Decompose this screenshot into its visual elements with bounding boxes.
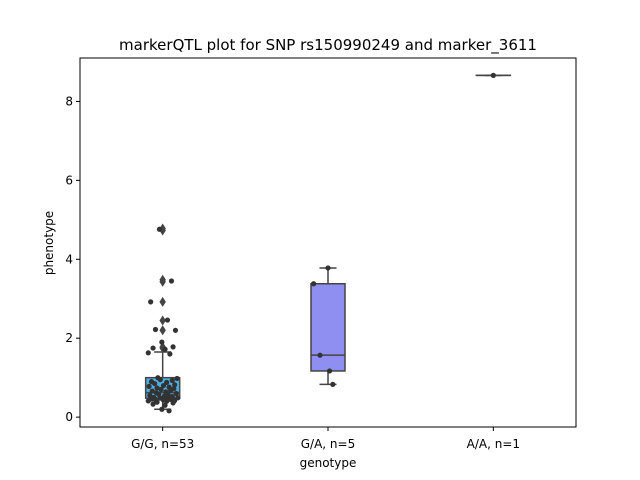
outlier-marker <box>159 325 166 336</box>
data-point <box>325 265 331 271</box>
data-point <box>152 380 158 387</box>
y-tick-label: 2 <box>65 331 73 345</box>
data-point <box>154 399 160 405</box>
data-point <box>148 299 154 305</box>
y-tick-label: 6 <box>65 173 73 187</box>
y-axis-label: phenotype <box>42 211 56 275</box>
data-point <box>168 278 175 284</box>
data-point <box>162 346 168 352</box>
data-point <box>490 72 496 78</box>
x-axis: G/G, n=53 G/A, n=5 A/A, n=1 <box>131 427 520 451</box>
strip-points <box>311 265 336 387</box>
data-point <box>156 391 162 397</box>
y-axis: 0 2 4 6 8 <box>65 94 80 424</box>
outlier-marker <box>159 315 166 326</box>
outlier-marker <box>159 274 166 285</box>
data-point <box>154 385 160 391</box>
data-point <box>311 281 317 287</box>
x-tick-label: G/A, n=5 <box>301 437 355 451</box>
data-point <box>164 398 170 404</box>
data-point <box>145 350 151 356</box>
data-point <box>172 382 178 388</box>
data-point <box>172 327 179 333</box>
data-point <box>145 398 151 404</box>
data-point <box>156 226 163 232</box>
data-point <box>168 387 174 393</box>
y-tick-label: 8 <box>65 94 73 108</box>
data-point <box>150 401 156 407</box>
data-point <box>162 402 168 408</box>
data-point <box>160 382 167 389</box>
box <box>310 282 346 372</box>
data-point <box>330 381 336 387</box>
data-point <box>174 375 180 382</box>
y-tick-label: 0 <box>65 410 73 424</box>
data-point <box>170 400 176 406</box>
data-point <box>150 345 156 351</box>
data-point <box>169 377 175 384</box>
data-point <box>164 379 170 386</box>
y-tick-label: 4 <box>65 252 73 266</box>
x-axis-label: genotype <box>300 456 357 470</box>
box-group <box>310 267 346 386</box>
data-point <box>159 339 165 345</box>
strip-points <box>490 72 496 78</box>
outlier-marker <box>159 296 166 307</box>
data-point <box>166 408 172 414</box>
data-point <box>157 377 163 383</box>
data-point <box>149 388 155 394</box>
data-point <box>170 344 176 350</box>
strip-points <box>145 226 181 414</box>
plot-area <box>144 72 512 414</box>
data-point <box>158 386 164 393</box>
data-point <box>173 390 179 397</box>
data-point <box>317 352 323 358</box>
data-point <box>159 406 165 412</box>
data-point <box>167 351 173 357</box>
x-tick-label: G/G, n=53 <box>131 437 194 451</box>
data-point <box>164 317 171 323</box>
chart-title: markerQTL plot for SNP rs150990249 and m… <box>119 36 537 55</box>
data-point <box>327 368 333 374</box>
data-point <box>146 383 152 389</box>
data-point <box>152 326 159 333</box>
x-tick-label: A/A, n=1 <box>467 437 520 451</box>
